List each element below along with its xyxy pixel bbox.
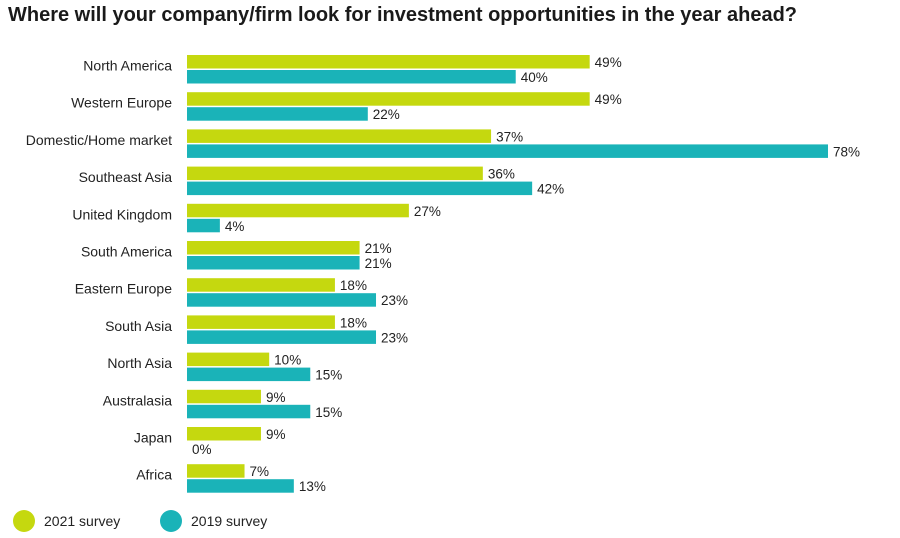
category-label: Southeast Asia <box>79 169 173 185</box>
bar-series-2021 <box>187 92 590 106</box>
bar-series-2019 <box>187 479 294 493</box>
category-label: North America <box>83 58 172 74</box>
data-label: 4% <box>225 219 245 234</box>
data-label: 22% <box>373 107 400 122</box>
category-label: Africa <box>136 467 172 483</box>
data-label: 15% <box>315 405 342 420</box>
bar-series-2019 <box>187 404 311 419</box>
data-label: 21% <box>365 241 392 256</box>
data-label: 18% <box>340 278 367 293</box>
bar-series-2019 <box>187 330 377 344</box>
category-label: Domestic/Home market <box>26 132 172 148</box>
category-label: North Asia <box>107 355 172 371</box>
bar-series-2021 <box>187 427 261 441</box>
data-label: 21% <box>365 256 392 271</box>
bar-series-2021 <box>187 464 245 478</box>
bar-series-2021 <box>187 315 335 329</box>
bar-series-2021 <box>187 352 270 367</box>
category-label: Western Europe <box>71 95 172 111</box>
data-label: 0% <box>192 442 212 457</box>
data-label: 49% <box>595 55 622 70</box>
data-label: 42% <box>537 182 564 197</box>
category-label: South America <box>81 244 172 260</box>
bar-series-2021 <box>187 129 492 143</box>
data-label: 40% <box>521 70 548 85</box>
bar-series-2019 <box>187 181 533 196</box>
data-label: 18% <box>340 315 367 330</box>
data-label: 23% <box>381 330 408 345</box>
bar-series-2019 <box>187 256 360 270</box>
data-label: 23% <box>381 293 408 308</box>
legend-swatch <box>13 510 35 532</box>
bar-series-2019 <box>187 107 368 121</box>
category-label: Japan <box>134 430 172 446</box>
category-label: Australasia <box>103 392 172 408</box>
category-label: Eastern Europe <box>75 281 172 297</box>
bar-series-2021 <box>187 203 409 218</box>
category-label: South Asia <box>105 318 172 334</box>
data-label: 78% <box>833 144 860 159</box>
bar-series-2021 <box>187 55 590 69</box>
data-label: 15% <box>315 368 342 383</box>
data-label: 9% <box>266 390 286 405</box>
data-label: 27% <box>414 204 441 219</box>
data-label: 37% <box>496 129 523 144</box>
bar-series-2019 <box>187 367 311 382</box>
bar-series-2021 <box>187 278 335 292</box>
data-label: 49% <box>595 92 622 107</box>
bar-series-2019 <box>187 293 377 307</box>
legend-swatch <box>160 510 182 532</box>
legend-label: 2021 survey <box>44 513 120 529</box>
chart-title: Where will your company/firm look for in… <box>8 4 798 26</box>
legend-label: 2019 survey <box>191 513 267 529</box>
data-label: 36% <box>488 167 515 182</box>
bar-series-2019 <box>187 218 220 233</box>
bar-series-2019 <box>187 70 516 84</box>
bar-series-2019 <box>187 144 828 158</box>
data-label: 9% <box>266 427 286 442</box>
data-label: 10% <box>274 353 301 368</box>
bar-series-2021 <box>187 241 360 255</box>
bar-series-2021 <box>187 166 483 181</box>
data-label: 13% <box>299 479 326 494</box>
bar-series-2021 <box>187 389 261 404</box>
category-label: United Kingdom <box>72 206 172 222</box>
data-label: 7% <box>250 464 270 479</box>
